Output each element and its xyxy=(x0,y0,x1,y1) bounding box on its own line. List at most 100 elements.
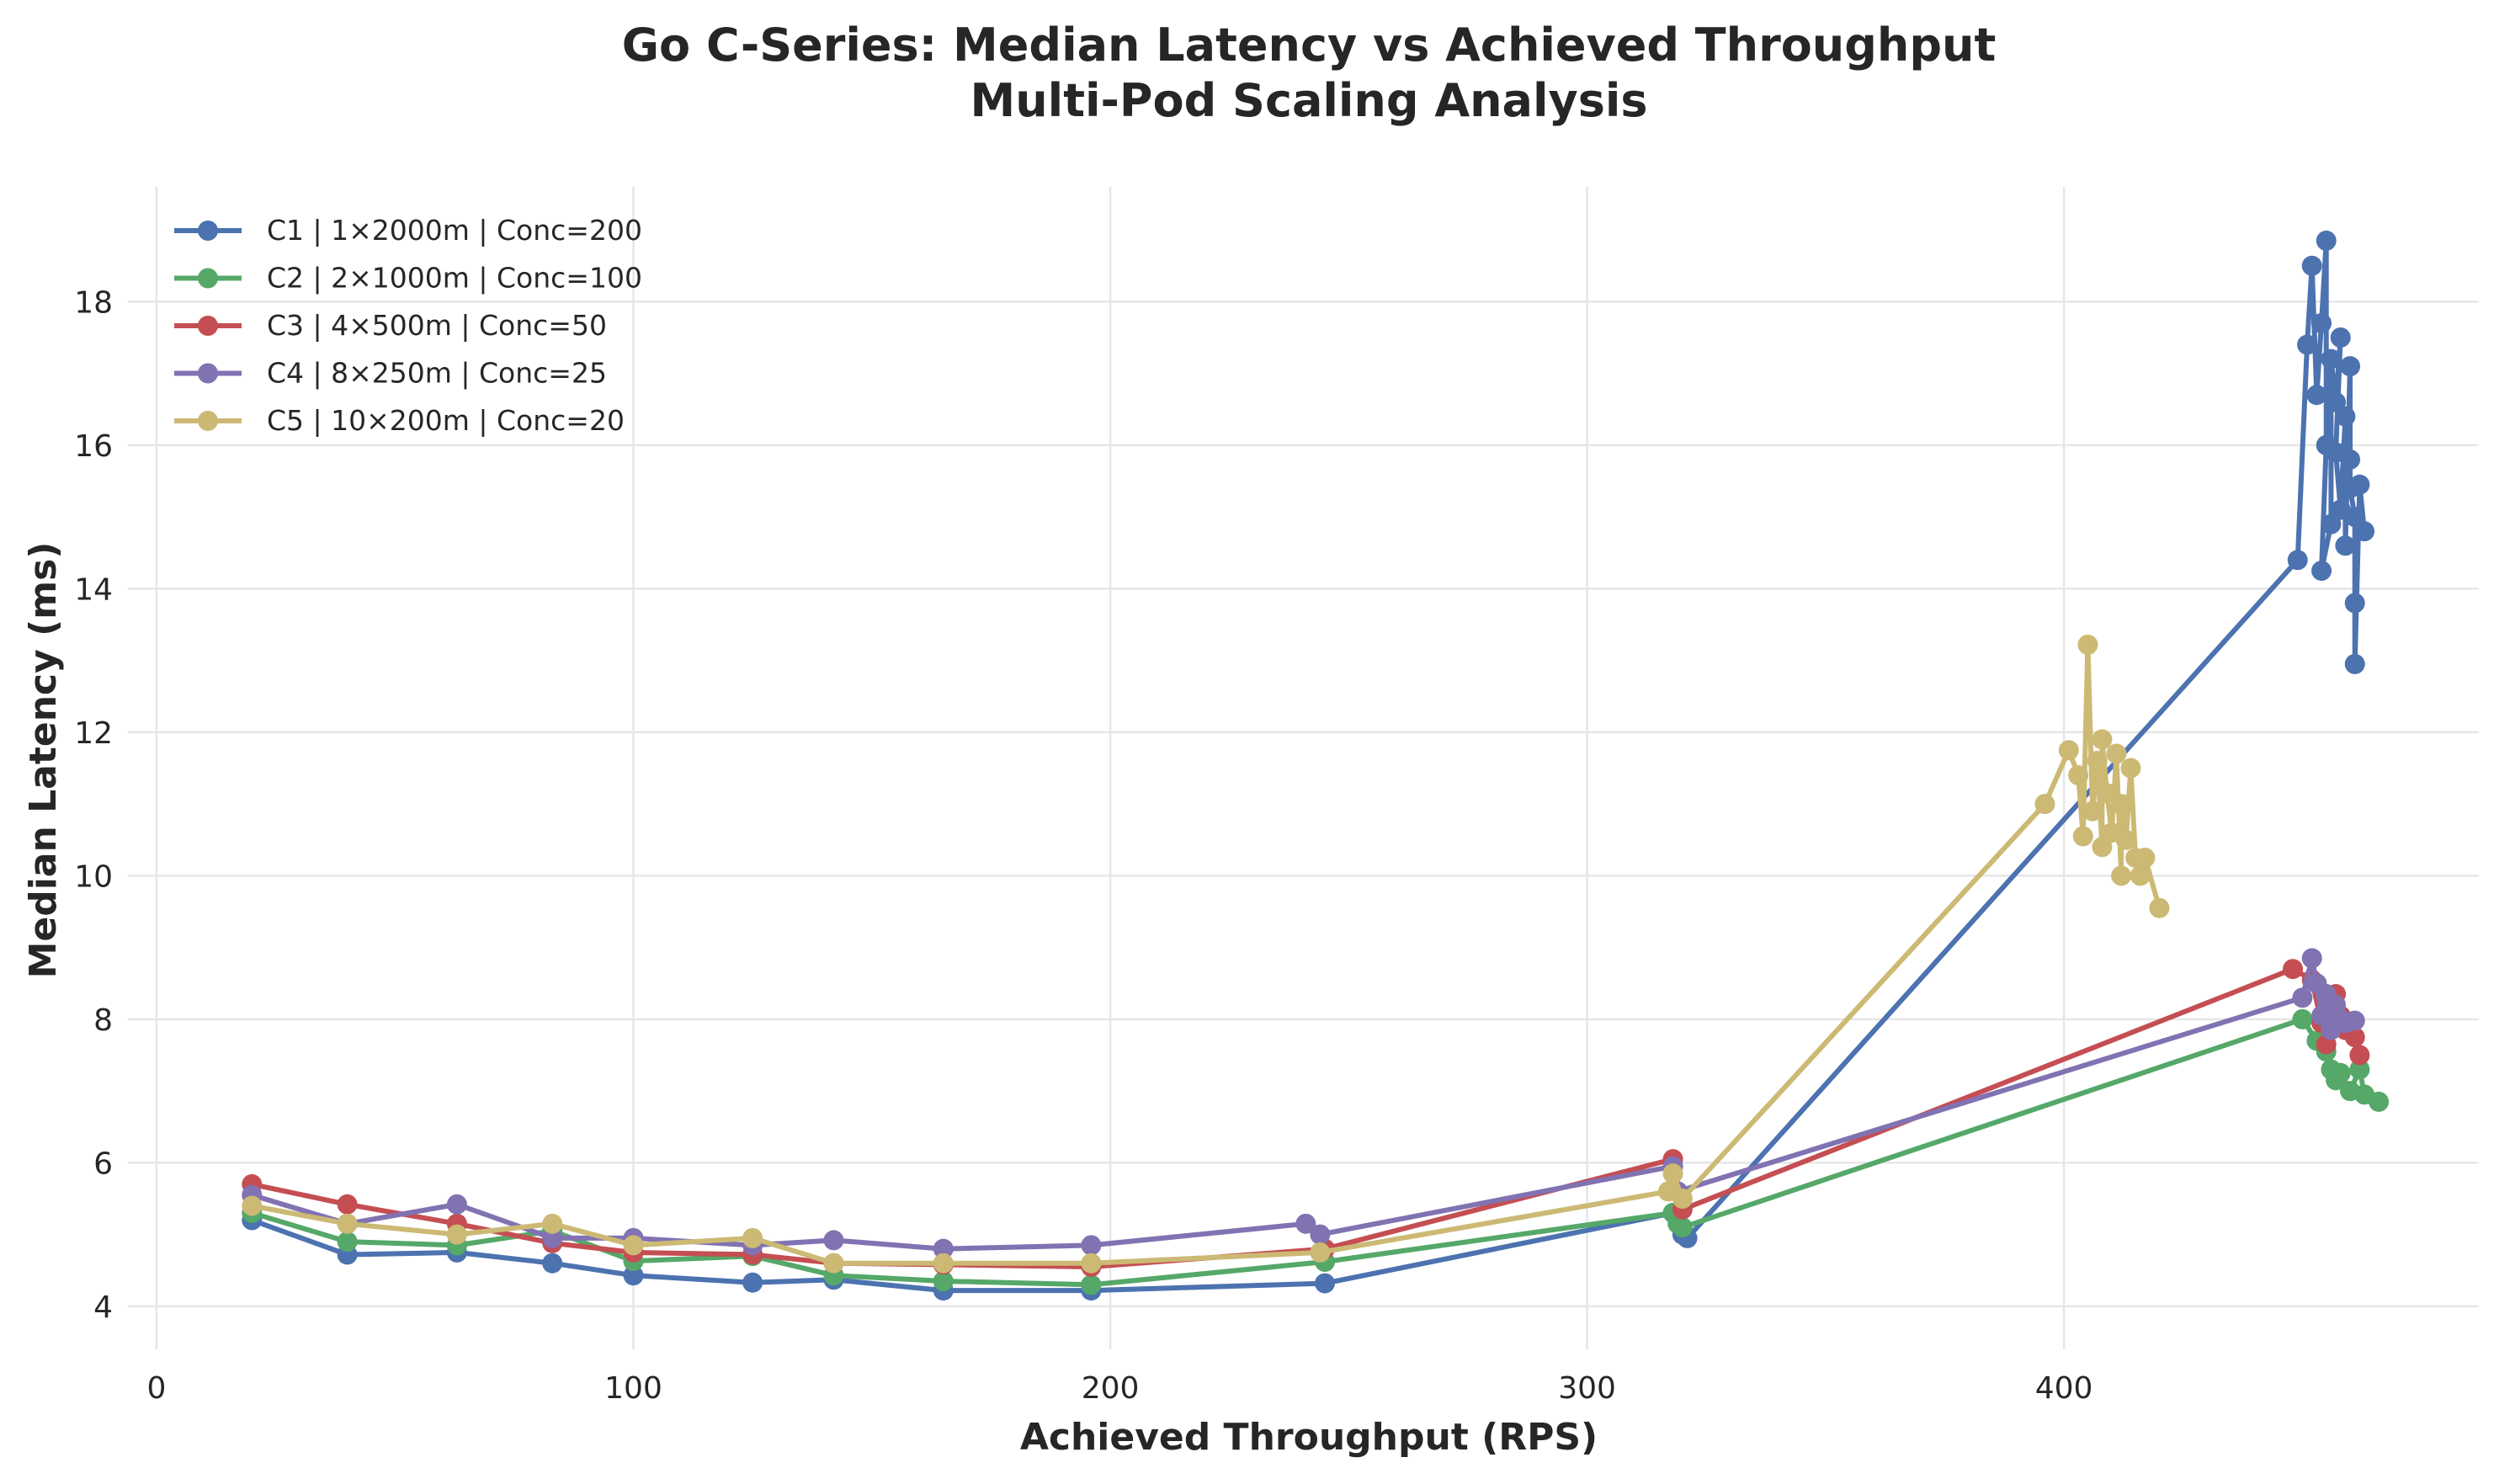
legend-marker xyxy=(198,316,218,336)
data-point xyxy=(337,1213,358,1234)
legend-marker xyxy=(198,363,218,384)
data-point xyxy=(1672,1188,1693,1209)
data-point xyxy=(2106,743,2127,764)
data-point xyxy=(2120,758,2141,779)
data-point xyxy=(2068,765,2089,786)
series-5 xyxy=(242,634,2170,1274)
data-point xyxy=(2092,837,2113,858)
y-tick-label: 16 xyxy=(74,429,113,464)
data-point xyxy=(2321,513,2342,535)
x-tick-label: 300 xyxy=(1558,1371,1616,1406)
data-point xyxy=(1081,1274,1102,1295)
series-layer xyxy=(242,230,2390,1301)
data-point xyxy=(2340,449,2361,470)
data-point xyxy=(623,1235,644,1256)
data-point xyxy=(2034,794,2055,815)
legend-marker xyxy=(198,411,218,431)
data-point xyxy=(2344,1027,2365,1048)
data-point xyxy=(1662,1163,1683,1184)
data-point xyxy=(2097,783,2118,804)
x-tick-label: 200 xyxy=(1082,1371,1140,1406)
data-point xyxy=(2311,312,2332,333)
data-point xyxy=(1081,1253,1102,1274)
data-point xyxy=(1081,1235,1102,1256)
data-point xyxy=(337,1231,358,1253)
legend-label: C3 | 4×500m | Conc=50 xyxy=(267,309,607,342)
y-tick-label: 18 xyxy=(74,285,113,320)
data-point xyxy=(2077,634,2098,655)
data-point xyxy=(542,1253,563,1274)
legend-item: C2 | 2×1000m | Conc=100 xyxy=(174,262,642,295)
data-point xyxy=(542,1227,563,1248)
y-axis-label: Median Latency (ms) xyxy=(22,542,65,979)
data-point xyxy=(2344,653,2365,674)
data-point xyxy=(933,1253,954,1274)
data-point xyxy=(2301,255,2322,276)
data-point xyxy=(2344,1010,2365,1031)
data-point xyxy=(2135,848,2156,869)
data-point xyxy=(823,1253,844,1274)
data-point xyxy=(2330,327,2351,348)
data-point xyxy=(2092,729,2113,750)
data-point xyxy=(2335,406,2356,427)
legend-item: C4 | 8×250m | Conc=25 xyxy=(174,357,607,390)
data-point xyxy=(933,1271,954,1292)
data-point xyxy=(2072,826,2093,847)
series-line xyxy=(249,955,2358,1252)
data-point xyxy=(2344,507,2365,528)
data-point xyxy=(2340,356,2361,377)
legend-marker xyxy=(198,221,218,241)
data-point xyxy=(1310,1242,1331,1263)
x-tick-label: 100 xyxy=(604,1371,662,1406)
data-point xyxy=(2283,959,2304,980)
data-point xyxy=(2335,535,2356,556)
data-point xyxy=(2354,521,2375,542)
series-line xyxy=(249,641,2162,1266)
data-point xyxy=(2130,865,2151,886)
series-1 xyxy=(242,230,2375,1301)
x-tick-label: 0 xyxy=(147,1371,167,1406)
data-point xyxy=(1295,1213,1316,1234)
data-point xyxy=(2330,1062,2351,1083)
y-tick-label: 10 xyxy=(74,859,113,894)
chart-subtitle: Multi-Pod Scaling Analysis xyxy=(970,74,1648,127)
data-point xyxy=(2349,1059,2370,1080)
y-tick-label: 14 xyxy=(74,572,113,607)
legend-item: C1 | 1×2000m | Conc=200 xyxy=(174,214,642,247)
data-point xyxy=(742,1272,763,1293)
data-point xyxy=(623,1265,644,1286)
data-point xyxy=(1310,1224,1331,1245)
y-tick-label: 12 xyxy=(74,716,113,751)
series-2 xyxy=(242,1008,2390,1295)
y-tick-label: 6 xyxy=(93,1146,113,1181)
data-point xyxy=(2058,740,2079,761)
data-point xyxy=(542,1213,563,1234)
data-point xyxy=(2082,801,2103,822)
data-point xyxy=(2349,474,2370,495)
legend-label: C1 | 1×2000m | Conc=200 xyxy=(267,214,642,247)
legend-item: C5 | 10×200m | Conc=20 xyxy=(174,404,625,437)
data-point xyxy=(2111,794,2132,815)
data-point xyxy=(446,1194,467,1215)
data-point xyxy=(2301,948,2322,969)
x-axis-label: Achieved Throughput (RPS) xyxy=(1020,1416,1598,1459)
legend-label: C4 | 8×250m | Conc=25 xyxy=(267,357,607,390)
data-point xyxy=(2311,1005,2332,1026)
data-point xyxy=(2306,385,2327,406)
data-point xyxy=(742,1227,763,1248)
legend: C1 | 1×2000m | Conc=200 C2 | 2×1000m | Co… xyxy=(174,214,642,437)
data-point xyxy=(2369,1091,2390,1112)
data-point xyxy=(2111,865,2132,886)
data-point xyxy=(242,1195,263,1216)
data-point xyxy=(2297,334,2318,355)
data-point xyxy=(2149,897,2170,918)
legend-label: C2 | 2×1000m | Conc=100 xyxy=(267,262,642,295)
tick-labels: 0 100 200 300 400 4 6 8 10 12 14 16 18 xyxy=(74,285,2093,1406)
legend-item: C3 | 4×500m | Conc=50 xyxy=(174,309,607,342)
data-point xyxy=(2292,987,2313,1008)
legend-marker xyxy=(198,268,218,289)
y-tick-label: 8 xyxy=(93,1003,113,1038)
legend-label: C5 | 10×200m | Conc=20 xyxy=(267,404,625,437)
x-tick-label: 400 xyxy=(2035,1371,2093,1406)
